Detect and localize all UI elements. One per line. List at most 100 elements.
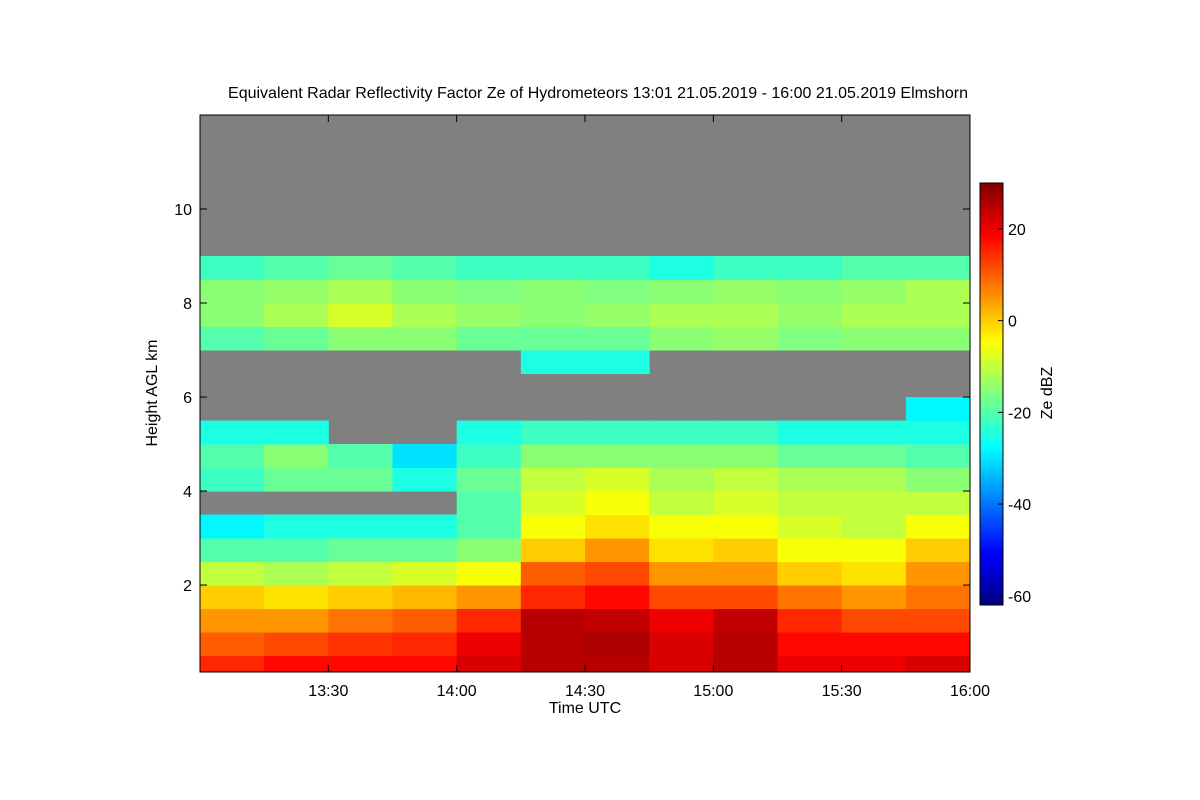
heatmap-cell bbox=[328, 467, 393, 492]
colorbar-swatch bbox=[980, 334, 1003, 339]
colorbar-swatch bbox=[980, 401, 1003, 406]
heatmap-cell bbox=[264, 561, 329, 586]
heatmap-cell bbox=[905, 303, 970, 328]
chart-title: Equivalent Radar Reflectivity Factor Ze … bbox=[228, 85, 968, 102]
heatmap-cell bbox=[456, 444, 522, 469]
heatmap-cell bbox=[585, 256, 650, 281]
heatmap-cell bbox=[841, 561, 907, 586]
colorbar-swatch bbox=[980, 309, 1003, 314]
colorbar-swatch bbox=[980, 485, 1003, 490]
heatmap-cell bbox=[328, 326, 393, 351]
colorbar-swatch bbox=[980, 183, 1003, 188]
colorbar-swatch bbox=[980, 249, 1003, 254]
heatmap-cell bbox=[841, 585, 907, 610]
heatmap-cell bbox=[520, 561, 586, 586]
colorbar-swatch bbox=[980, 263, 1003, 268]
heatmap-cell bbox=[456, 538, 522, 563]
heatmap-cell bbox=[713, 467, 778, 492]
x-tick-label: 13:30 bbox=[308, 683, 348, 700]
heatmap-cell bbox=[520, 538, 586, 563]
colorbar-swatch bbox=[980, 474, 1003, 479]
colorbar-swatch bbox=[980, 344, 1003, 349]
heatmap-cell bbox=[520, 420, 586, 445]
colorbar-swatch bbox=[980, 510, 1003, 515]
colorbar-swatch bbox=[980, 372, 1003, 377]
heatmap-cell bbox=[328, 585, 393, 610]
heatmap-cell bbox=[328, 538, 393, 563]
colorbar-swatch bbox=[980, 503, 1003, 508]
heatmap-cell bbox=[328, 303, 393, 328]
heatmap-cell bbox=[520, 350, 586, 375]
colorbar-swatch bbox=[980, 527, 1003, 532]
heatmap-cell bbox=[520, 608, 586, 633]
heatmap-cell bbox=[649, 514, 714, 539]
colorbar-swatch bbox=[980, 601, 1003, 606]
heatmap-cell bbox=[264, 279, 329, 304]
heatmap-cell bbox=[456, 256, 522, 281]
colorbar-swatch bbox=[980, 408, 1003, 413]
heatmap-cell bbox=[777, 538, 843, 563]
heatmap-cell bbox=[392, 303, 458, 328]
heatmap-cell bbox=[777, 279, 843, 304]
heatmap-cell bbox=[713, 303, 778, 328]
heatmap-cell bbox=[841, 632, 907, 657]
heatmap-cell bbox=[585, 632, 650, 657]
heatmap-cell bbox=[392, 585, 458, 610]
colorbar-swatch bbox=[980, 583, 1003, 588]
colorbar-swatch bbox=[980, 218, 1003, 223]
colorbar-swatch bbox=[980, 327, 1003, 332]
heatmap-cell bbox=[520, 467, 586, 492]
colorbar-swatch bbox=[980, 337, 1003, 342]
colorbar-swatch bbox=[980, 446, 1003, 451]
colorbar-swatch bbox=[980, 425, 1003, 430]
colorbar-swatch bbox=[980, 453, 1003, 458]
colorbar-swatch bbox=[980, 580, 1003, 585]
colorbar-swatch bbox=[980, 330, 1003, 335]
heatmap-cell bbox=[585, 444, 650, 469]
heatmap bbox=[200, 256, 970, 672]
heatmap-cell bbox=[328, 514, 393, 539]
colorbar-swatch bbox=[980, 548, 1003, 553]
colorbar-swatch bbox=[980, 267, 1003, 272]
heatmap-cell bbox=[392, 256, 458, 281]
colorbar-swatch bbox=[980, 488, 1003, 493]
heatmap-cell bbox=[456, 279, 522, 304]
heatmap-cell bbox=[585, 467, 650, 492]
heatmap-cell bbox=[264, 538, 329, 563]
colorbar-swatch bbox=[980, 597, 1003, 602]
heatmap-cell bbox=[200, 279, 265, 304]
colorbar-swatch bbox=[980, 471, 1003, 476]
heatmap-cell bbox=[456, 326, 522, 351]
colorbar-swatch bbox=[980, 506, 1003, 511]
heatmap-cell bbox=[649, 303, 714, 328]
heatmap-cell bbox=[649, 420, 714, 445]
heatmap-cell bbox=[841, 655, 907, 672]
colorbar-swatch bbox=[980, 369, 1003, 374]
colorbar-swatch bbox=[980, 323, 1003, 328]
heatmap-cell bbox=[200, 655, 265, 672]
colorbar-swatch bbox=[980, 274, 1003, 279]
heatmap-cell bbox=[777, 326, 843, 351]
heatmap-cell bbox=[841, 326, 907, 351]
colorbar-swatch bbox=[980, 566, 1003, 571]
heatmap-cell bbox=[392, 279, 458, 304]
colorbar-swatch bbox=[980, 520, 1003, 525]
heatmap-cell bbox=[777, 303, 843, 328]
heatmap-cell bbox=[905, 279, 970, 304]
heatmap-cell bbox=[649, 279, 714, 304]
colorbar-tick-label: -20 bbox=[1008, 405, 1031, 422]
heatmap-cell bbox=[649, 444, 714, 469]
colorbar-tick-label: 0 bbox=[1008, 314, 1017, 331]
colorbar-swatch bbox=[980, 383, 1003, 388]
heatmap-cell bbox=[905, 444, 970, 469]
colorbar-swatch bbox=[980, 207, 1003, 212]
colorbar-swatch bbox=[980, 559, 1003, 564]
heatmap-cell bbox=[905, 420, 970, 445]
heatmap-cell bbox=[713, 608, 778, 633]
heatmap-cell bbox=[777, 632, 843, 657]
colorbar-swatch bbox=[980, 481, 1003, 486]
colorbar-tick-label: -40 bbox=[1008, 497, 1031, 514]
heatmap-cell bbox=[200, 444, 265, 469]
colorbar-swatch bbox=[980, 348, 1003, 353]
heatmap-cell bbox=[520, 326, 586, 351]
